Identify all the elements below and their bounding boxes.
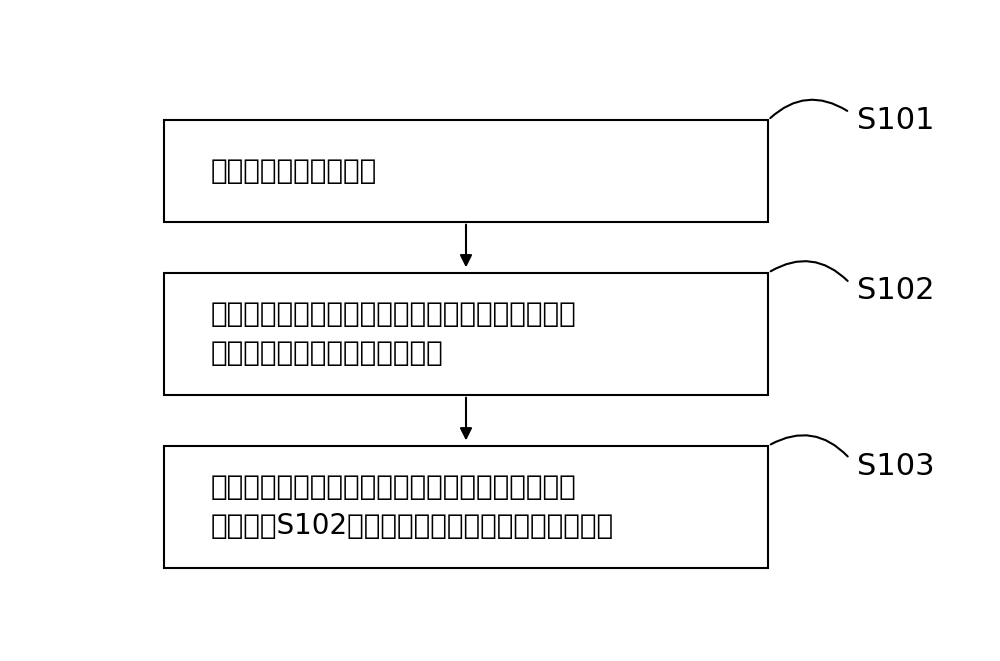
Bar — [164, 120, 768, 222]
Text: 利用迭代自组织数据分析技术算法处理重建结果，
分离重建目标后分区选取可行域: 利用迭代自组织数据分析技术算法处理重建结果， 分离重建目标后分区选取可行域 — [210, 300, 576, 368]
Text: S101: S101 — [857, 106, 935, 135]
Bar — [164, 273, 768, 395]
Bar — [164, 446, 768, 568]
Text: 在可行域上重建荧光目标，若重建质量不满足要求
则跳转到S102，否则显示最终重建结果并结束重建: 在可行域上重建荧光目标，若重建质量不满足要求 则跳转到S102，否则显示最终重建… — [210, 473, 613, 540]
Text: 在全域上重建荧光目标: 在全域上重建荧光目标 — [210, 157, 376, 185]
Text: S102: S102 — [857, 276, 935, 305]
Text: S103: S103 — [857, 451, 935, 481]
